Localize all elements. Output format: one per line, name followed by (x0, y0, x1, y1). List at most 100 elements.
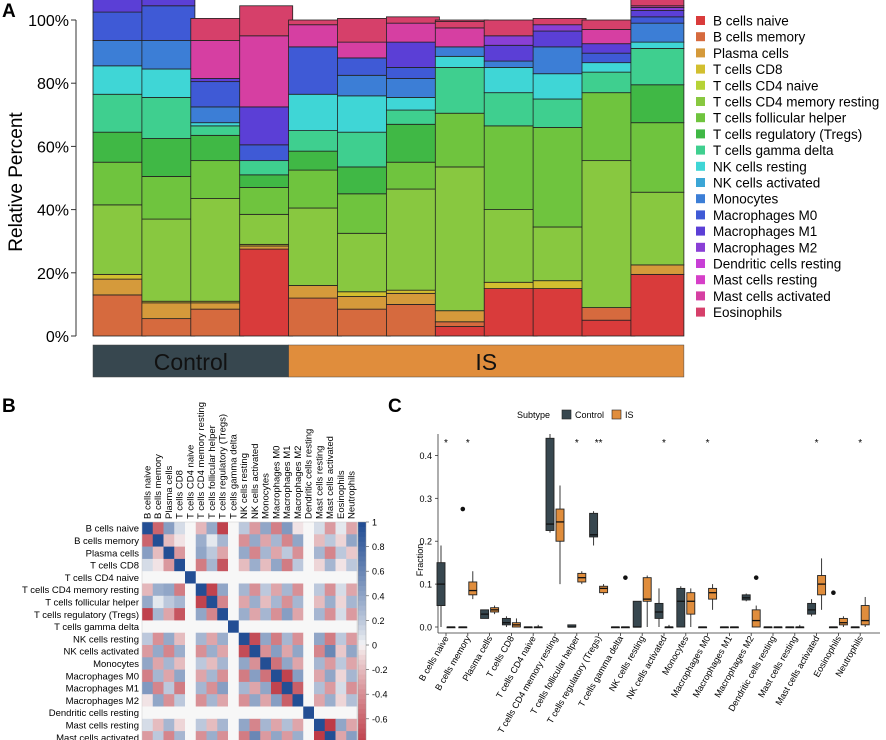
heatmap-cell (174, 608, 186, 621)
heatmap-cell (174, 571, 186, 584)
heatmap-cell (249, 706, 261, 720)
box (555, 508, 565, 542)
heatmap-cell (249, 546, 261, 560)
colorbar-step (358, 684, 366, 690)
box (642, 577, 652, 602)
y-tick-label: 0.4 (419, 451, 432, 461)
heatmap-cell (281, 694, 293, 707)
legend-label: Mast cells resting (713, 273, 817, 288)
heatmap-cell (346, 595, 358, 609)
bar-segment-macrophages-m2 (483, 35, 538, 46)
significance-mark: * (444, 438, 448, 449)
bar-segment-t-cells-cd8 (92, 273, 147, 280)
heatmap-cell (206, 583, 218, 597)
legend-swatch (696, 145, 705, 155)
bar-segment-macrophages-m1 (190, 78, 245, 83)
bar-segment-nk-cells-resting (581, 62, 636, 73)
heatmap-cell (303, 681, 315, 695)
heatmap-cell (217, 522, 229, 535)
heatmap-cell (271, 608, 283, 621)
colorbar-step (358, 689, 366, 695)
heatmap-cell (238, 608, 250, 621)
legend-label: T cells regulatory (Tregs) (713, 127, 862, 142)
bar-segment-t-cells-gamma-delta (337, 131, 391, 168)
row-label: T cells follicular helper (45, 597, 139, 608)
row-label: Plasma cells (86, 548, 140, 559)
colorbar-step (358, 708, 366, 715)
colorbar-step (358, 615, 366, 621)
heatmap-cell (281, 620, 293, 633)
y-axis-title: Relative Percent (6, 112, 27, 252)
heatmap-cell (281, 731, 293, 740)
bar-segment-macrophages-m2 (630, 6, 685, 11)
heatmap-cell (260, 620, 272, 633)
panel-label-c: C (388, 396, 402, 417)
heatmap-cell (271, 681, 283, 695)
row-label: Macrophages M0 (66, 671, 139, 682)
bar-segment-eosinophils (434, 19, 489, 22)
heatmap-cell (217, 546, 229, 560)
colorbar-step (358, 625, 366, 631)
heatmap-cell (346, 546, 358, 560)
bar-segment-monocytes (630, 22, 685, 43)
heatmap-cell (206, 731, 218, 740)
row-label: NK cells activated (63, 647, 139, 658)
heatmap-cell (260, 694, 272, 707)
legend-swatch (696, 129, 705, 139)
outlier-point (831, 590, 836, 595)
heatmap-cell (271, 558, 283, 572)
heatmap-cell (314, 620, 326, 633)
bar-segment-nk-cells-resting (190, 122, 245, 127)
heatmap-cell (174, 534, 186, 547)
heatmap-cell (249, 718, 261, 732)
heatmap-cell (185, 583, 197, 597)
heatmap-cell (228, 522, 240, 535)
heatmap-cell (303, 694, 315, 707)
bar-segment-t-cells-follicular-helper (337, 193, 391, 234)
legend-label: T cells CD8 (713, 62, 783, 77)
bar-segment-nk-cells-resting (337, 95, 391, 133)
bar-segment-macrophages-m0 (239, 144, 294, 162)
heatmap-cell (249, 694, 261, 707)
bar-segment-macrophages-m0 (337, 57, 391, 76)
heatmap-cell (271, 657, 283, 670)
bar-segment-macrophages-m1 (385, 41, 440, 68)
heatmap-cell (260, 718, 272, 732)
colorbar-label: 0.4 (372, 591, 385, 601)
heatmap-cell (346, 681, 358, 695)
heatmap-cell (292, 522, 304, 535)
heatmap-cell (260, 645, 272, 658)
heatmap-cell (163, 583, 175, 597)
heatmap-cell (163, 694, 175, 707)
colorbar-step (358, 630, 366, 636)
heatmap-cell (314, 534, 326, 547)
colorbar-step (358, 645, 366, 651)
colorbar-label: 1 (372, 518, 377, 528)
legend-swatch-control (561, 409, 572, 420)
bar-segment-nk-cells-resting (141, 68, 196, 98)
heatmap-cell (174, 706, 186, 720)
box (708, 587, 718, 600)
heatmap-cell (238, 583, 250, 597)
heatmap-cell (174, 657, 186, 670)
bar-segment-mast-cells-activated (190, 40, 245, 79)
colorbar-step (358, 718, 366, 725)
significance-mark: * (815, 438, 819, 449)
heatmap-cell (142, 608, 154, 621)
significance-mark: ** (595, 438, 603, 449)
heatmap-cell (217, 669, 229, 683)
box (599, 585, 609, 594)
heatmap-cell (185, 657, 197, 670)
heatmap-cell (217, 608, 229, 621)
colorbar-step (358, 571, 366, 577)
heatmap-cell (228, 681, 240, 695)
heatmap-cell (271, 669, 283, 683)
heatmap-cell (195, 546, 207, 560)
heatmap-cell (249, 558, 261, 572)
heatmap-cell (174, 718, 186, 732)
heatmap-cell (324, 669, 336, 683)
legend-swatch (696, 307, 705, 317)
box (501, 617, 511, 626)
bar-segment-t-cells-cd4-memory-resting (434, 166, 489, 312)
